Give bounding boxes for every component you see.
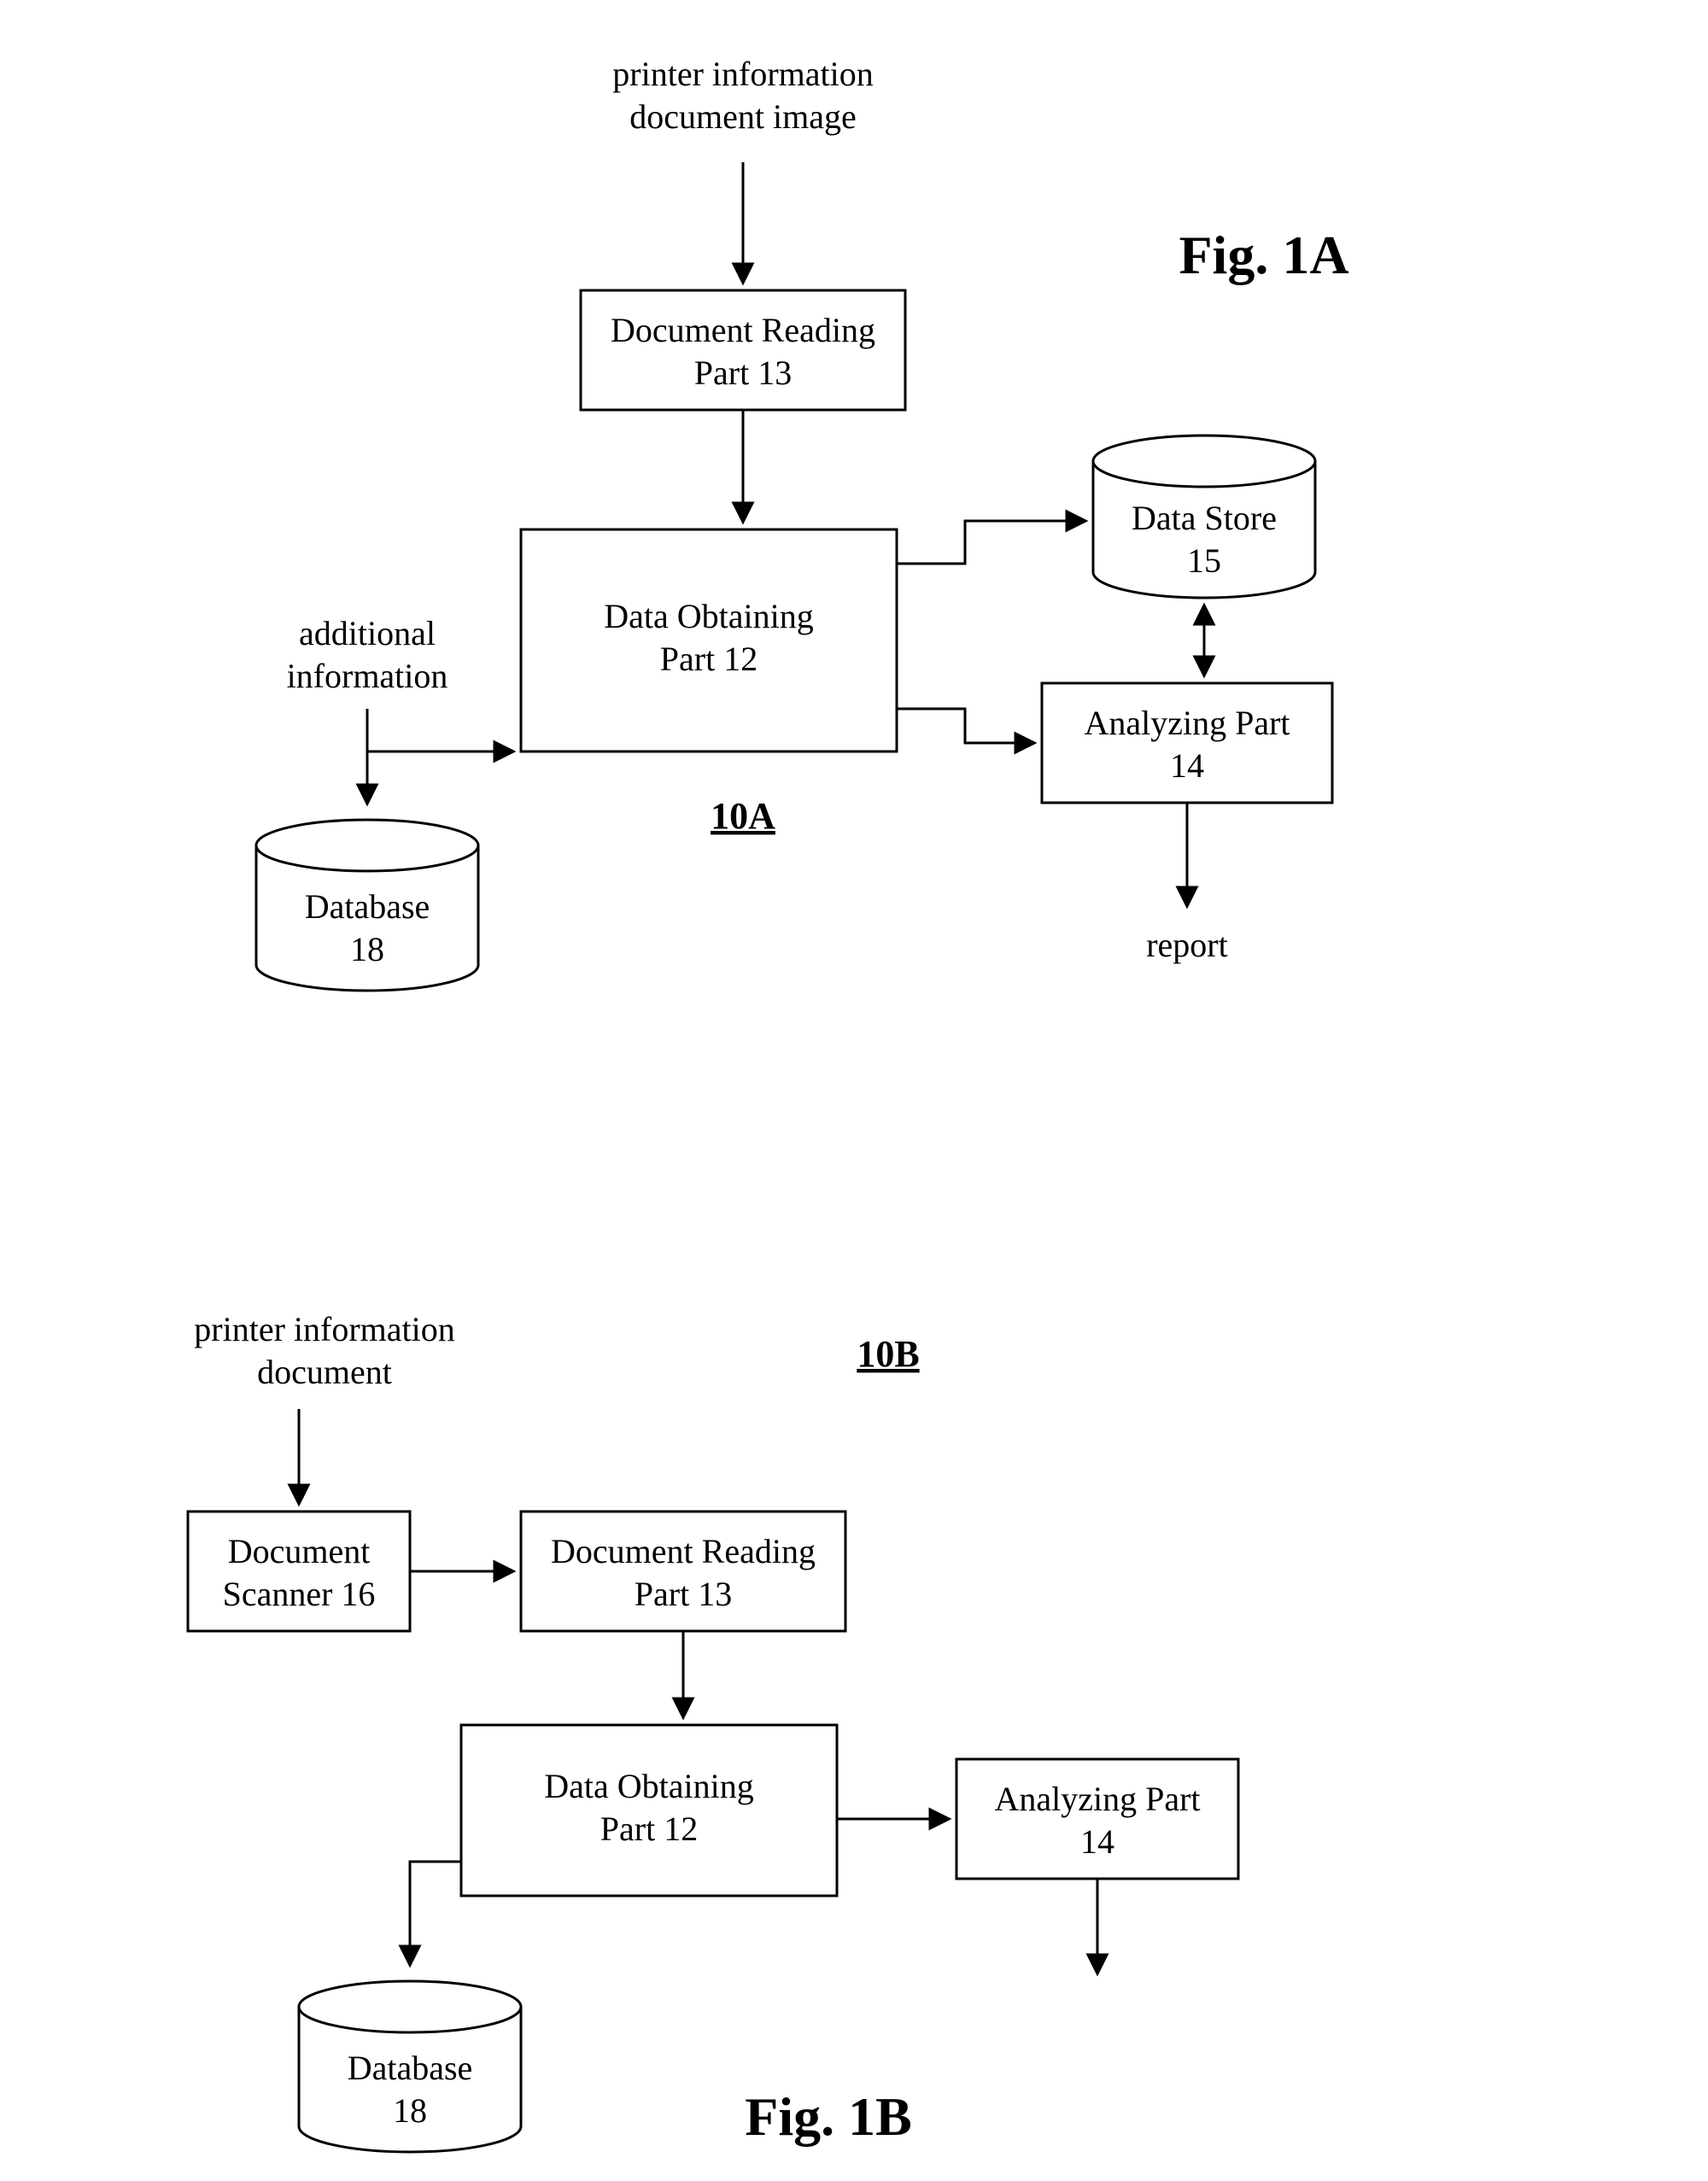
figB-input-line2: document — [257, 1353, 392, 1391]
figA-doc-reading-box: Document Reading Part 13 — [581, 290, 905, 410]
figA-arrow-dataobtaining-to-datastore — [897, 521, 1085, 564]
figA-data-obtaining-line2: Part 12 — [660, 640, 757, 678]
figA-ref-label: 10A — [711, 795, 775, 837]
figA-database-cylinder: Database 18 — [256, 820, 478, 991]
figA-arrow-additional-to-dataobtaining — [367, 709, 512, 751]
figB-analyzing-box: Analyzing Part 14 — [956, 1759, 1238, 1879]
figB-doc-scanner-line1: Document — [228, 1532, 371, 1570]
figure-1a-title: Fig. 1A — [1179, 225, 1348, 285]
figA-doc-reading-line2: Part 13 — [694, 354, 792, 392]
figA-analyzing-box: Analyzing Part 14 — [1042, 683, 1332, 803]
figA-doc-reading-line1: Document Reading — [611, 311, 875, 349]
figB-data-obtaining-box: Data Obtaining Part 12 — [461, 1725, 837, 1896]
figA-data-store-line1: Data Store — [1132, 499, 1277, 537]
figB-doc-scanner-line2: Scanner 16 — [223, 1575, 376, 1613]
figA-additional-line1: additional — [299, 614, 436, 652]
figB-doc-reading-line1: Document Reading — [551, 1532, 816, 1570]
figA-data-obtaining-line1: Data Obtaining — [604, 597, 814, 635]
figA-database-line2: 18 — [350, 930, 384, 968]
figure-1b-title: Fig. 1B — [745, 2086, 912, 2147]
figB-arrow-dataobtaining-to-database — [410, 1862, 461, 1964]
figA-data-store-line2: 15 — [1187, 541, 1221, 580]
figB-database-cylinder: Database 18 — [299, 1981, 521, 2152]
figB-analyzing-line1: Analyzing Part — [994, 1780, 1200, 1818]
figB-input-line1: printer information — [194, 1310, 454, 1348]
figB-doc-scanner-box: Document Scanner 16 — [188, 1511, 410, 1631]
figB-data-obtaining-line1: Data Obtaining — [544, 1767, 754, 1805]
figB-database-line1: Database — [348, 2049, 473, 2087]
figA-input-line2: document image — [629, 97, 856, 136]
figA-database-line1: Database — [305, 887, 430, 926]
figure-1a: Fig. 1A printer information document ima… — [256, 55, 1349, 991]
figA-analyzing-line2: 14 — [1170, 746, 1204, 785]
figA-additional-line2: information — [287, 657, 448, 695]
figA-analyzing-line1: Analyzing Part — [1084, 704, 1290, 742]
figure-1b: printer information document 10B Documen… — [188, 1310, 1238, 2152]
figB-analyzing-line2: 14 — [1080, 1822, 1114, 1861]
figB-data-obtaining-line2: Part 12 — [600, 1810, 698, 1848]
figA-input-line1: printer information — [612, 55, 873, 93]
figB-database-line2: 18 — [393, 2091, 427, 2130]
figB-ref-label: 10B — [857, 1333, 919, 1375]
figA-report-label: report — [1146, 926, 1228, 964]
figB-doc-reading-box: Document Reading Part 13 — [521, 1511, 845, 1631]
figA-arrow-dataobtaining-to-analyzing — [897, 709, 1033, 743]
figA-data-store-cylinder: Data Store 15 — [1093, 436, 1315, 598]
figB-doc-reading-line2: Part 13 — [635, 1575, 732, 1613]
figA-data-obtaining-box: Data Obtaining Part 12 — [521, 529, 897, 751]
